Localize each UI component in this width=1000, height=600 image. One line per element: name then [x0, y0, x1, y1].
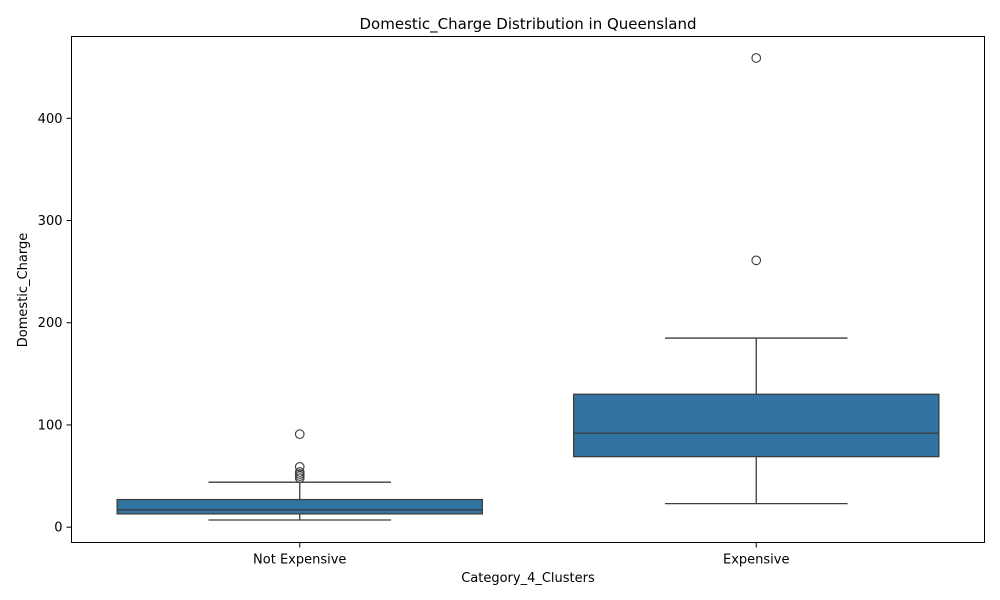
y-tick-label: 100 [38, 418, 63, 433]
x-tick-label: Expensive [723, 553, 789, 568]
y-axis: 0 100 200 300 400 [38, 112, 72, 536]
chart-title: Domestic_Charge Distribution in Queensla… [360, 15, 697, 34]
box-group-expensive [573, 53, 940, 505]
y-tick-label: 200 [38, 316, 63, 331]
y-tick-label: 300 [38, 214, 63, 229]
outlier-point [294, 429, 305, 439]
outlier-point [294, 462, 305, 472]
outlier-point [751, 53, 762, 63]
box-iqr [116, 498, 484, 515]
box-iqr [573, 393, 940, 458]
y-tick-label: 0 [54, 521, 62, 536]
plot-area [116, 53, 940, 521]
box-group-not-expensive [116, 429, 484, 521]
outlier-point [294, 467, 305, 477]
x-axis-label: Category_4_Clusters [461, 571, 595, 586]
y-axis-label: Domestic_Charge [16, 233, 31, 347]
outlier-point [751, 255, 762, 266]
x-axis: Not Expensive Expensive [253, 542, 789, 568]
x-tick-label: Not Expensive [253, 553, 346, 568]
plot-frame [71, 36, 985, 543]
y-tick-label: 400 [38, 112, 63, 127]
